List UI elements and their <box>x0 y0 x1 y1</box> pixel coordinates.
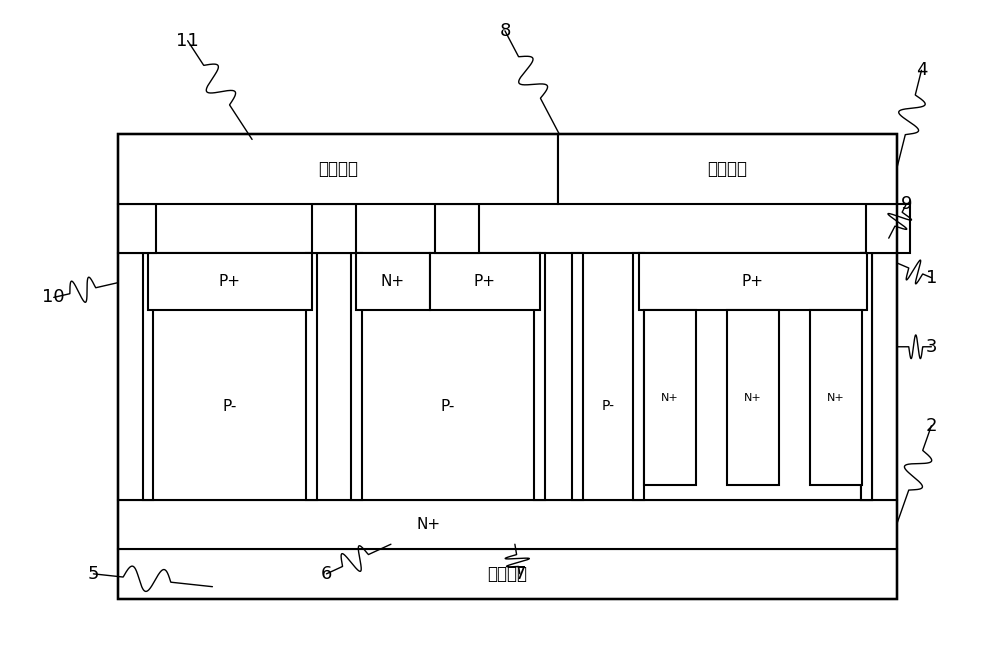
Bar <box>148 253 312 310</box>
Text: 9: 9 <box>901 194 912 213</box>
Bar <box>861 253 872 500</box>
Text: P+: P+ <box>219 274 241 289</box>
Text: 7: 7 <box>514 565 526 583</box>
Bar <box>810 310 862 485</box>
Bar <box>351 253 362 500</box>
Bar <box>118 135 558 204</box>
Text: 4: 4 <box>916 61 927 79</box>
Bar <box>430 253 540 310</box>
Text: N+: N+ <box>416 517 440 532</box>
Text: 1: 1 <box>926 269 937 286</box>
Bar <box>727 310 779 485</box>
Text: 6: 6 <box>321 565 332 583</box>
Bar <box>558 135 897 204</box>
Text: N+: N+ <box>381 274 405 289</box>
Text: N+: N+ <box>661 393 679 403</box>
Bar <box>118 500 897 549</box>
Text: 正面电极: 正面电极 <box>318 160 358 178</box>
Bar <box>118 549 897 599</box>
Text: 8: 8 <box>499 22 511 40</box>
Bar <box>356 253 430 310</box>
Bar <box>534 253 545 500</box>
Text: N+: N+ <box>744 393 762 403</box>
Bar <box>118 253 897 500</box>
Text: P+: P+ <box>474 274 496 289</box>
Bar <box>435 204 479 253</box>
Text: 背面电极: 背面电极 <box>487 565 527 583</box>
Bar <box>118 204 156 253</box>
Text: P+: P+ <box>742 274 764 289</box>
Text: 金属引线: 金属引线 <box>707 160 747 178</box>
Bar <box>633 253 644 500</box>
Bar <box>861 253 872 500</box>
Bar <box>118 135 897 599</box>
Bar <box>644 310 696 485</box>
Bar <box>306 253 317 500</box>
Bar <box>639 253 867 310</box>
Text: 5: 5 <box>88 565 99 583</box>
Text: P-: P- <box>602 399 615 413</box>
Bar <box>572 253 583 500</box>
Bar <box>312 204 356 253</box>
Text: 3: 3 <box>926 338 937 355</box>
Bar <box>866 204 910 253</box>
Text: 10: 10 <box>42 288 65 306</box>
Text: P-: P- <box>223 399 237 413</box>
Text: P-: P- <box>441 399 455 413</box>
Text: 11: 11 <box>176 32 199 50</box>
Bar <box>143 253 153 500</box>
Text: N+: N+ <box>827 393 845 403</box>
Text: 2: 2 <box>926 417 937 435</box>
